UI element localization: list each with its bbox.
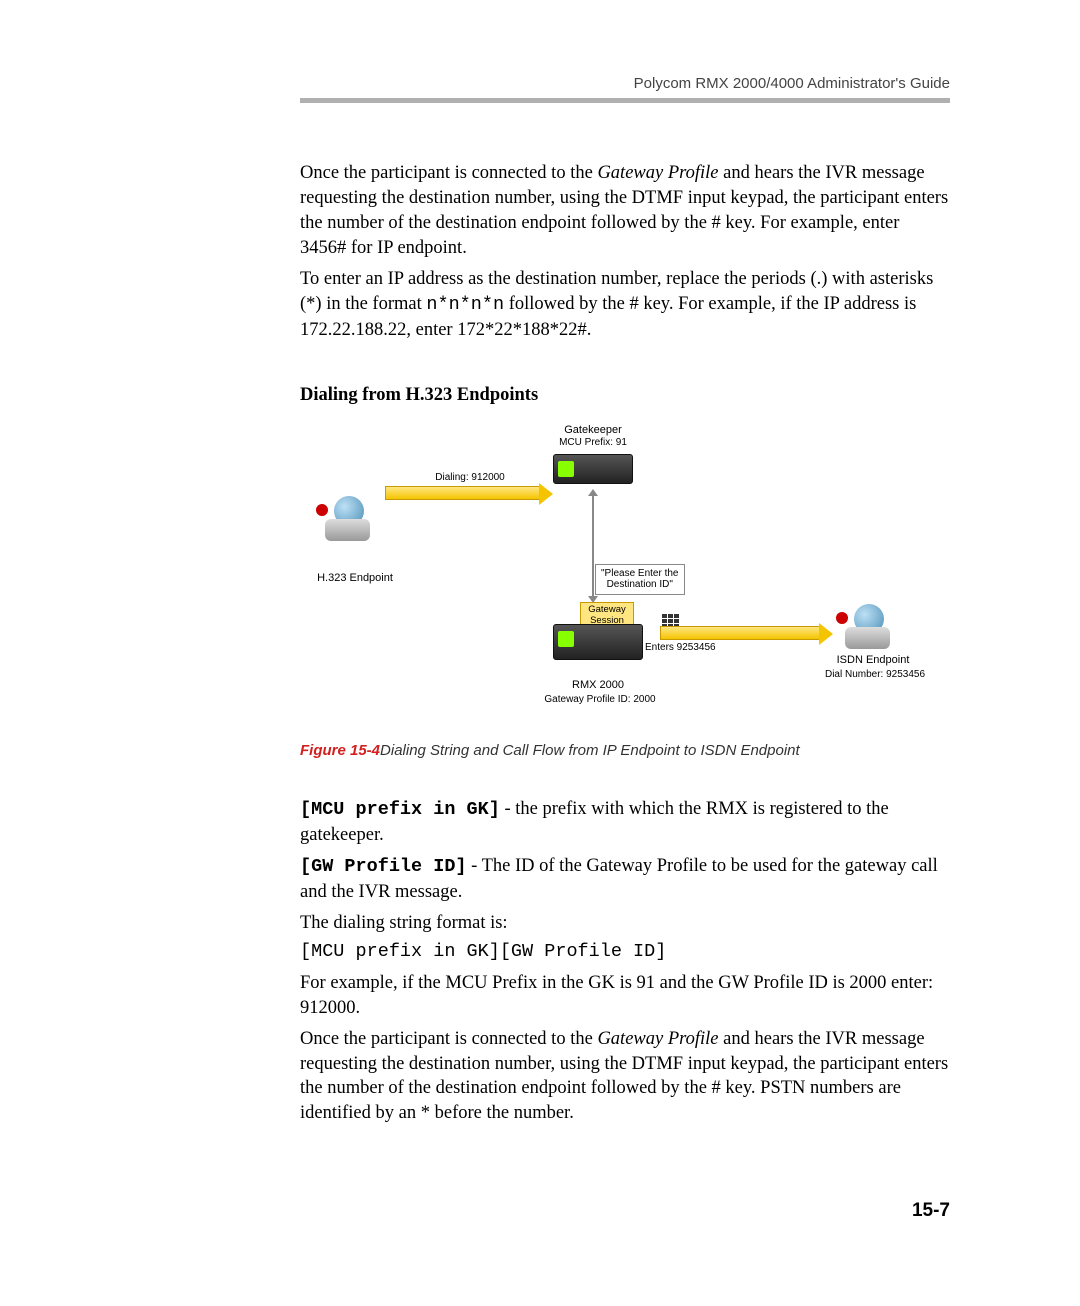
dialing-format: [MCU prefix in GK][GW Profile ID] bbox=[300, 940, 950, 965]
isdn-endpoint-icon bbox=[840, 604, 895, 649]
gatekeeper-icon bbox=[553, 454, 633, 484]
dialing-diagram: Gatekeeper MCU Prefix: 91 H.323 Endpoint… bbox=[300, 424, 950, 734]
figure-number: Figure 15-4 bbox=[300, 742, 380, 759]
header-rule bbox=[300, 98, 950, 103]
rmx-icon bbox=[553, 624, 643, 660]
paragraph-1: Once the participant is connected to the… bbox=[300, 161, 950, 261]
gw-profile-def: [GW Profile ID] - The ID of the Gateway … bbox=[300, 854, 950, 905]
gw-profile-id-label: Gateway Profile ID: 2000 bbox=[535, 694, 665, 706]
mcu-prefix-label: MCU Prefix: 91 bbox=[548, 437, 638, 449]
h323-endpoint-icon bbox=[320, 496, 375, 541]
rmx-label: RMX 2000 bbox=[553, 679, 643, 692]
figure-caption-text: Dialing String and Call Flow from IP End… bbox=[380, 742, 800, 759]
page-header: Polycom RMX 2000/4000 Administrator's Gu… bbox=[300, 75, 950, 92]
isdn-dial-number-label: Dial Number: 9253456 bbox=[805, 669, 945, 681]
dialing-label: Dialing: 912000 bbox=[420, 472, 520, 484]
paragraph-last: Once the participant is connected to the… bbox=[300, 1027, 950, 1127]
dialing-format-intro: The dialing string format is: bbox=[300, 911, 950, 936]
paragraph-2: To enter an IP address as the destinatio… bbox=[300, 267, 950, 343]
vertical-arrow-icon bbox=[592, 496, 594, 596]
figure-caption: Figure 15-4Dialing String and Call Flow … bbox=[300, 742, 950, 759]
example-line: For example, if the MCU Prefix in the GK… bbox=[300, 971, 950, 1021]
mcu-prefix-def: [MCU prefix in GK] - the prefix with whi… bbox=[300, 797, 950, 848]
callout-line2: Destination ID" bbox=[607, 579, 673, 590]
gatekeeper-label: Gatekeeper bbox=[548, 424, 638, 437]
arrow-to-gatekeeper-icon bbox=[385, 486, 540, 500]
ivr-callout: "Please Enter the Destination ID" bbox=[595, 564, 685, 595]
gw-profile-term: [GW Profile ID] bbox=[300, 856, 467, 877]
enters-label: Enters 9253456 bbox=[645, 642, 745, 654]
h323-endpoint-label: H.323 Endpoint bbox=[300, 572, 410, 585]
isdn-endpoint-label: ISDN Endpoint bbox=[818, 654, 928, 667]
page-number: 15-7 bbox=[912, 1200, 950, 1222]
arrow-to-isdn-icon bbox=[660, 626, 820, 640]
section-heading: Dialing from H.323 Endpoints bbox=[300, 385, 950, 406]
mcu-prefix-term: [MCU prefix in GK] bbox=[300, 799, 500, 820]
callout-line1: "Please Enter the bbox=[601, 568, 679, 579]
